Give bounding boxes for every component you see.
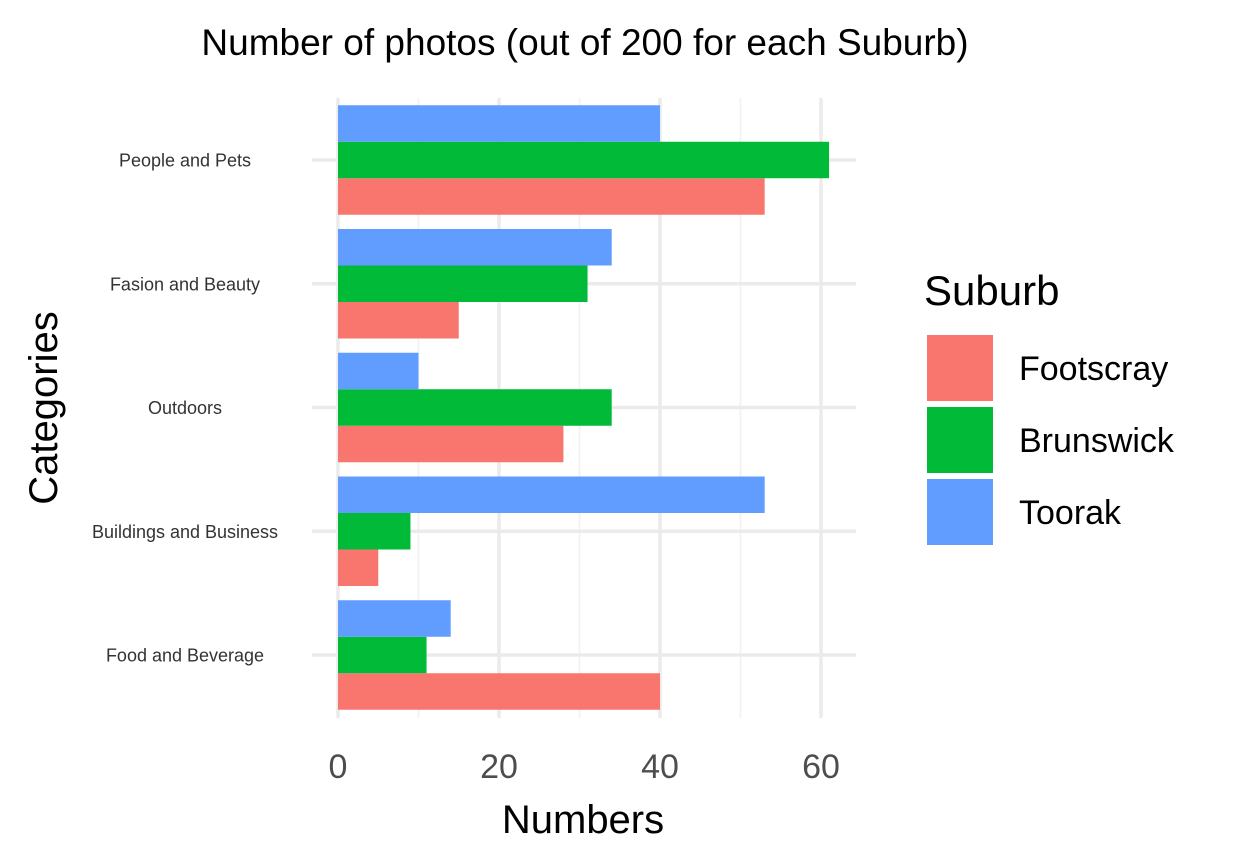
bar	[338, 425, 564, 463]
legend-swatch	[927, 407, 993, 473]
legend-swatch	[927, 479, 993, 545]
bar	[338, 389, 612, 426]
x-axis-title: Numbers	[502, 798, 664, 842]
bar	[338, 549, 379, 586]
legend-label: Toorak	[1019, 494, 1122, 532]
y-axis-title: Categories	[22, 311, 66, 504]
x-tick-label: 40	[641, 748, 679, 786]
legend: Suburb Footscray Brunswick Toorak	[924, 267, 1175, 545]
bar	[338, 302, 459, 339]
category-label: Food and Beverage	[106, 646, 264, 666]
legend-label: Footscray	[1019, 350, 1168, 388]
bar	[338, 178, 765, 215]
bar	[338, 476, 765, 513]
x-tick-label: 20	[480, 748, 518, 786]
category-labels: People and Pets Fasion and Beauty Outdoors…	[92, 151, 278, 666]
legend-items: Footscray Brunswick Toorak	[927, 335, 1175, 545]
chart-title: Number of photos (out of 200 for each Su…	[201, 22, 968, 63]
legend-label: Brunswick	[1019, 422, 1175, 460]
x-tick-label: 0	[329, 748, 348, 786]
bars	[338, 105, 830, 710]
bar	[338, 513, 411, 550]
bar	[338, 265, 588, 302]
bar	[338, 352, 419, 390]
category-label: Outdoors	[148, 398, 222, 418]
bar	[338, 105, 660, 142]
category-label: Fasion and Beauty	[110, 274, 260, 294]
bar	[338, 600, 451, 637]
bar	[338, 229, 612, 266]
category-label: People and Pets	[119, 151, 251, 171]
bar	[338, 636, 427, 674]
bar	[338, 673, 660, 710]
category-label: Buildings and Business	[92, 522, 278, 542]
x-tick-labels: 0 20 40 60	[329, 748, 840, 786]
bar	[338, 141, 830, 179]
legend-swatch	[927, 335, 993, 401]
legend-title: Suburb	[924, 267, 1059, 314]
x-tick-label: 60	[802, 748, 840, 786]
